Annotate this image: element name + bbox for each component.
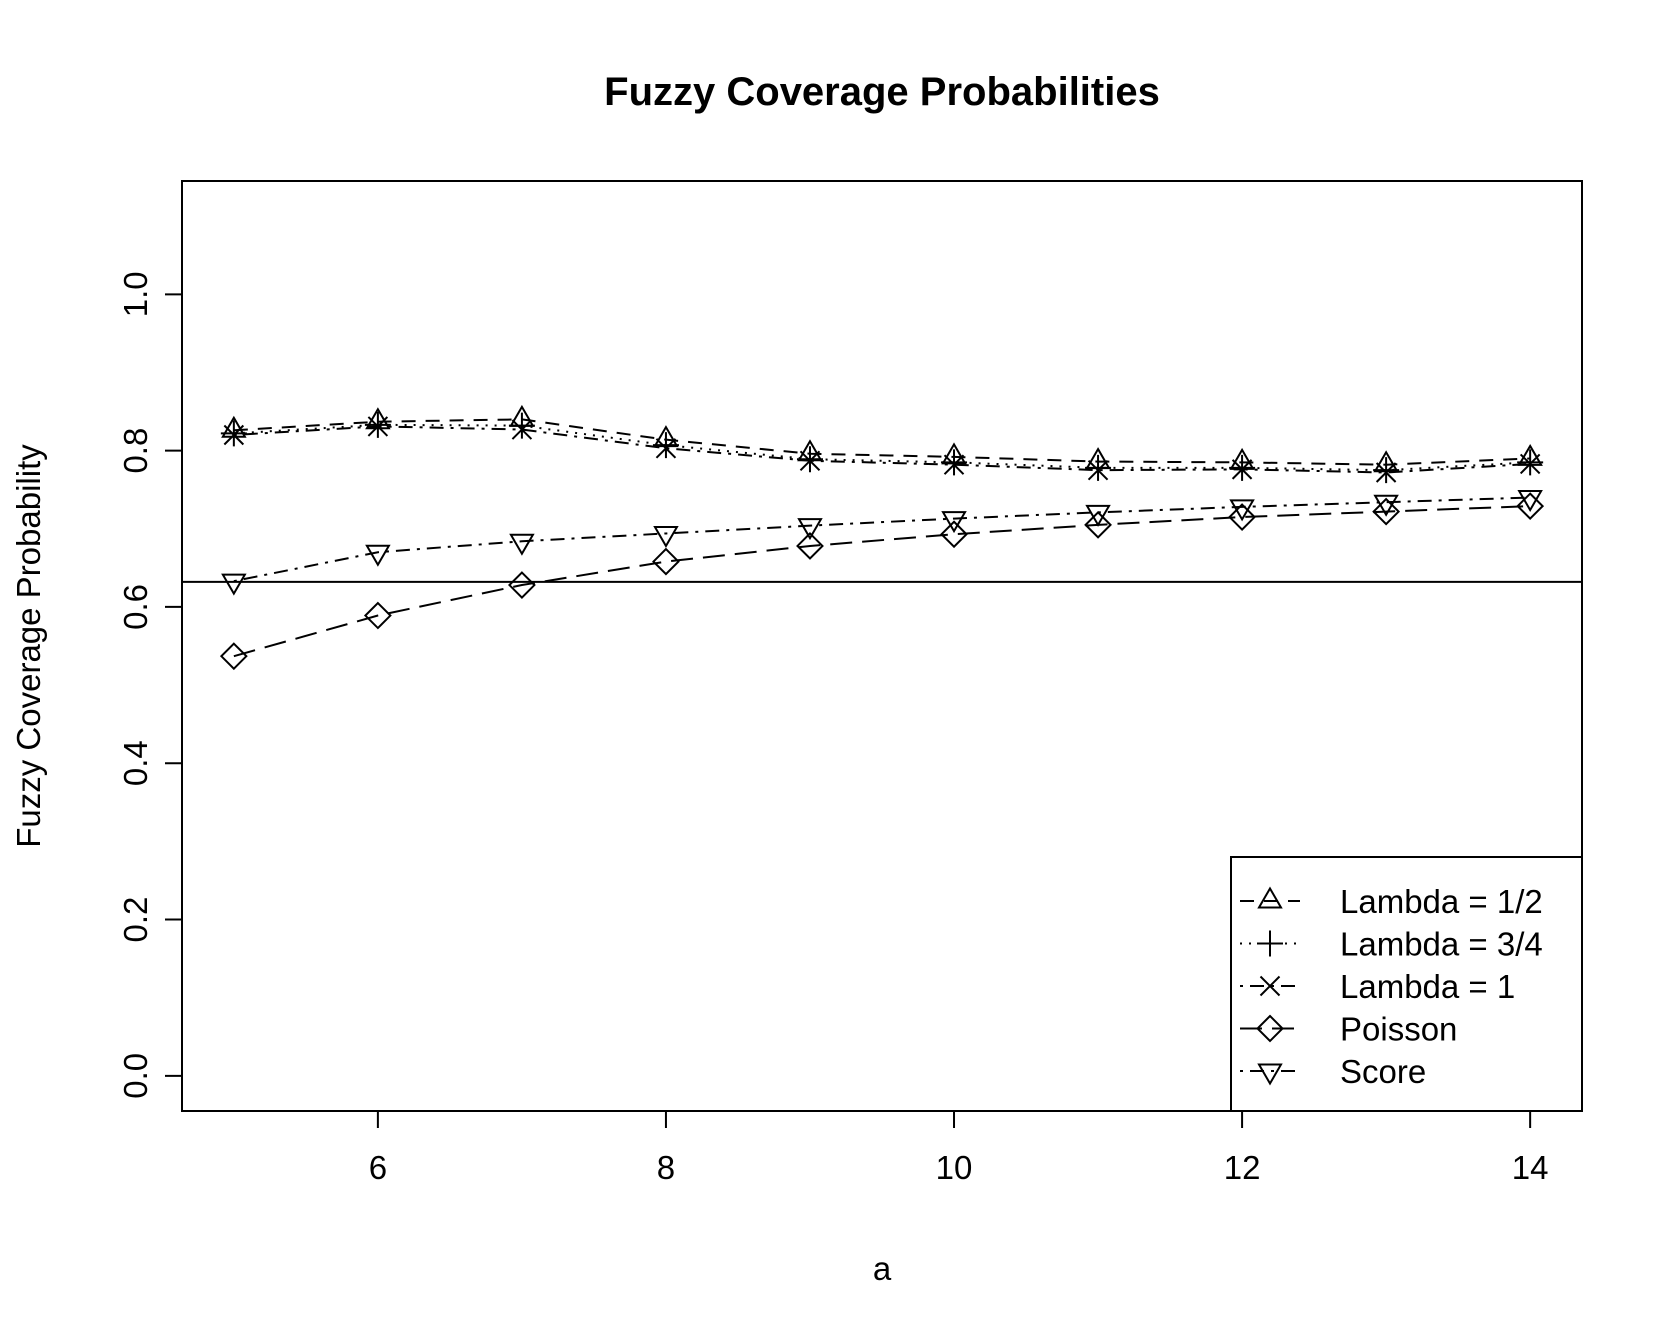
x-tick-label: 6 <box>369 1149 387 1186</box>
data-point <box>1231 459 1253 480</box>
data-point <box>1228 503 1256 531</box>
data-point <box>220 420 247 447</box>
data-point <box>1087 459 1109 481</box>
data-point <box>219 642 248 671</box>
series-4 <box>219 492 1545 671</box>
data-point <box>365 544 391 567</box>
legend-entry: Lambda = 3/4 <box>1240 926 1543 963</box>
data-point <box>652 547 680 576</box>
y-tick-label: 1.0 <box>117 271 154 317</box>
y-tick-label: 0.8 <box>117 428 154 474</box>
data-point <box>367 416 389 437</box>
data-point <box>511 419 533 440</box>
series-layer <box>219 404 1545 671</box>
data-point <box>655 438 677 459</box>
data-point <box>508 412 535 439</box>
data-point <box>508 571 536 599</box>
legend-entry: Poisson <box>1240 1011 1457 1048</box>
series-5 <box>221 490 1543 596</box>
data-point <box>797 518 823 541</box>
data-point <box>1517 490 1543 513</box>
y-tick-label: 0.4 <box>117 740 154 786</box>
data-point <box>1085 454 1112 481</box>
data-point <box>363 601 392 630</box>
legend-marker <box>1257 1063 1283 1086</box>
x-tick-label: 12 <box>1224 1149 1261 1186</box>
data-point <box>1517 449 1544 476</box>
legend-box <box>1230 856 1583 1112</box>
y-axis-label: Fuzzy Coverage Probability <box>10 444 47 848</box>
y-tick-label: 0.0 <box>117 1053 154 1099</box>
data-point <box>796 532 824 560</box>
legend-marker <box>1256 1014 1284 1043</box>
y-axis: 0.0 0.2 0.4 0.6 0.8 1.0 <box>117 271 183 1099</box>
data-point <box>1229 454 1256 481</box>
legend-label: Poisson <box>1340 1011 1457 1048</box>
y-tick-label: 0.2 <box>117 897 154 943</box>
legend-entry: Score <box>1240 1053 1426 1090</box>
series-line <box>233 423 1531 472</box>
data-point <box>1373 457 1400 484</box>
data-point <box>509 533 535 556</box>
legend-entry: Lambda = 1 <box>1240 968 1515 1005</box>
data-point <box>943 454 965 475</box>
chart-title: Fuzzy Coverage Probabilities <box>604 70 1160 114</box>
legend-label: Lambda = 1 <box>1340 968 1515 1005</box>
data-point <box>1372 497 1401 526</box>
series-2 <box>220 411 1544 484</box>
legend: Lambda = 1/2 Lambda = 3/4 Lambda = 1 Poisso… <box>1230 856 1583 1112</box>
data-point <box>1084 510 1112 539</box>
legend-label: Lambda = 1/2 <box>1340 883 1543 920</box>
data-point <box>940 520 968 549</box>
legend-label: Lambda = 3/4 <box>1340 926 1543 963</box>
data-point <box>653 525 679 548</box>
data-point <box>799 450 821 471</box>
legend-marker <box>1257 930 1283 957</box>
legend-label: Score <box>1340 1053 1426 1090</box>
series-line <box>233 496 1531 583</box>
data-point <box>1516 492 1545 521</box>
data-point <box>1085 504 1111 527</box>
data-point <box>1373 494 1399 517</box>
legend-marker <box>1259 975 1281 997</box>
legend-entry: Lambda = 1/2 <box>1240 883 1543 920</box>
legend-marker <box>1257 886 1283 909</box>
data-point <box>223 424 245 446</box>
x-tick-label: 8 <box>657 1149 675 1186</box>
x-axis-label: a <box>873 1250 892 1287</box>
data-point <box>941 511 967 534</box>
data-point <box>941 449 968 476</box>
data-point <box>1375 462 1397 483</box>
data-point <box>652 432 679 459</box>
data-point <box>1519 453 1541 475</box>
y-tick-label: 0.6 <box>117 584 154 630</box>
data-point <box>364 411 391 438</box>
x-tick-label: 10 <box>936 1149 973 1186</box>
series-3 <box>223 416 1541 483</box>
series-line <box>233 505 1531 658</box>
data-point <box>221 573 247 596</box>
series-line <box>233 418 1531 466</box>
data-point <box>1229 499 1255 522</box>
x-tick-label: 14 <box>1512 1149 1549 1186</box>
